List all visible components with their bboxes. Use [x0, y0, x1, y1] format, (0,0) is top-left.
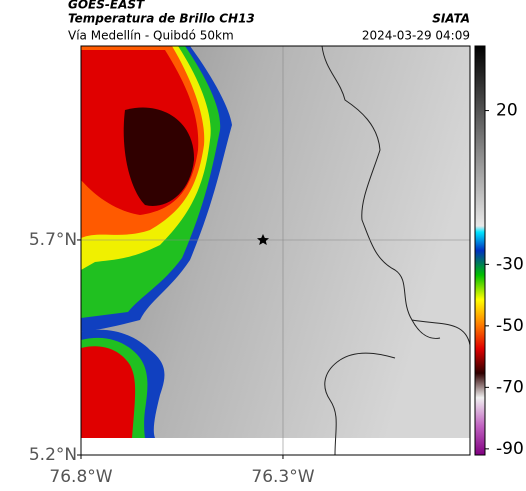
timestamp: 2024-03-29 04:09 — [362, 29, 470, 43]
map-axes: 76.8°W 76.3°W 5.7°N 5.2°N — [29, 230, 315, 487]
y-tick-label: 5.7°N — [29, 230, 77, 250]
colorbar-ticks: 20 -30 -50 -70 -90 — [485, 101, 524, 459]
colorbar-tick-label: -90 — [496, 439, 524, 459]
source: SIATA — [432, 12, 470, 26]
colorbar — [474, 45, 486, 456]
x-tick-label: 76.3°W — [251, 467, 314, 487]
satellite-image — [80, 45, 471, 456]
colorbar-tick-label: -70 — [496, 377, 524, 397]
title: GOES-EAST — [68, 0, 145, 12]
x-tick-label: 76.8°W — [49, 467, 112, 487]
y-tick-label: 5.2°N — [29, 445, 77, 465]
route: Vía Medellín - Quibdó 50km — [68, 29, 234, 43]
colorbar-tick-label: 20 — [496, 101, 518, 121]
subtitle: Temperatura de Brillo CH13 — [68, 12, 255, 26]
colorbar-tick-label: -50 — [496, 316, 524, 336]
colorbar-tick-label: -30 — [496, 254, 524, 274]
